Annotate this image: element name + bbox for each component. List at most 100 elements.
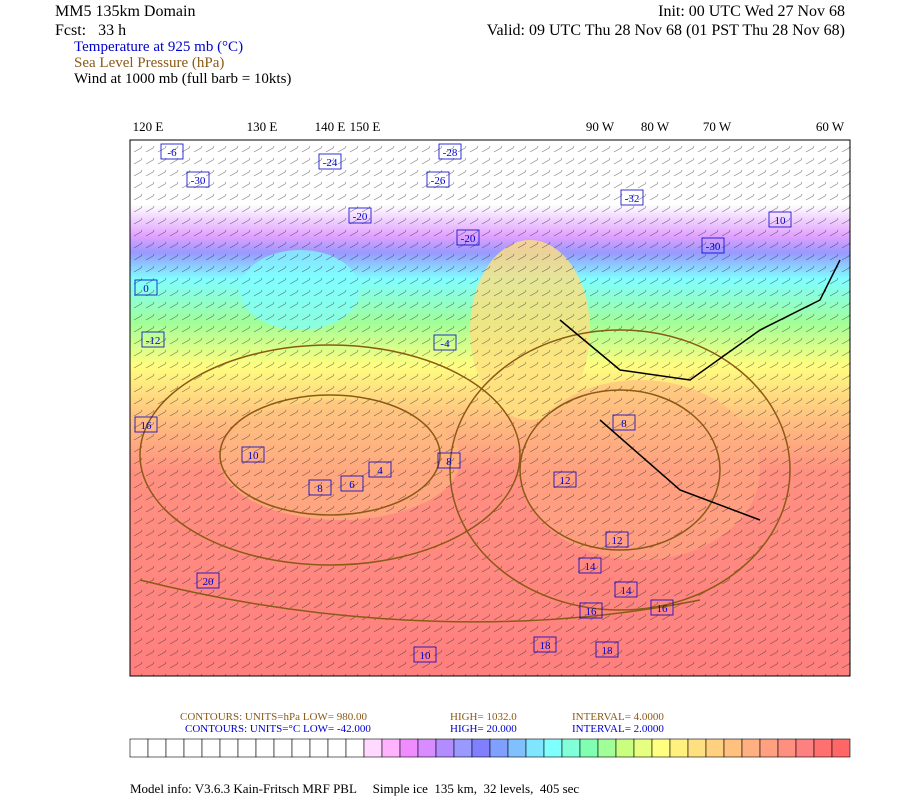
colorbar-cell: [327, 738, 347, 758]
contour-label-box: [160, 143, 184, 160]
colorbar-cell: [201, 738, 221, 758]
contour-interval: INTERVAL= 4.0000: [572, 711, 664, 723]
colorbar-cell: [723, 738, 743, 758]
colorbar-cell: [831, 738, 851, 758]
field-pressure: Sea Level Pressure (hPa): [74, 55, 224, 71]
contour-label: 6: [349, 479, 355, 491]
contour-label: 16: [586, 606, 598, 618]
contour-label: 20: [203, 576, 215, 588]
contour-label-box: [433, 334, 457, 351]
wind-barbs: [130, 140, 850, 676]
contour-label: -30: [191, 175, 206, 187]
contour-label-box: [614, 581, 638, 598]
contour-label-box: [368, 461, 392, 478]
colorbar-cell: [219, 738, 239, 758]
contour-label: -26: [431, 175, 446, 187]
forecast: Fcst: 33 h: [55, 22, 126, 39]
colorbar-cell: [525, 738, 545, 758]
longitude-label: 150 E: [350, 119, 381, 134]
colorbar-cell: [291, 738, 311, 758]
contour-label: 8: [317, 483, 323, 495]
contour-label: 8: [621, 418, 627, 430]
contour-label-box: [134, 279, 158, 296]
contour-label: 18: [602, 645, 614, 657]
contour-label-box: [650, 599, 674, 616]
contour-label-box: [134, 416, 158, 433]
colorbar-cell: [309, 738, 329, 758]
contour-label-box: [196, 572, 220, 589]
contour-high: HIGH= 20.000: [450, 723, 517, 735]
colorbar-cell: [561, 738, 581, 758]
colorbar-cell: [813, 738, 833, 758]
valid-time: Valid: 09 UTC Thu 28 Nov 68 (01 PST Thu …: [487, 22, 845, 39]
colorbar-cell: [345, 738, 365, 758]
colorbar-cell: [399, 738, 419, 758]
colorbar-cell: [777, 738, 797, 758]
colorbar-cell: [417, 738, 437, 758]
longitude-label: 130 E: [247, 119, 278, 134]
colorbar-cell: [633, 738, 653, 758]
contour-label: 14: [585, 561, 597, 573]
contour-label-box: [456, 229, 480, 246]
colorbar-cell: [687, 738, 707, 758]
contour-label-box: [426, 171, 450, 188]
contour-label: -20: [461, 233, 476, 245]
contour-label-box: [620, 189, 644, 206]
contour-label-box: [186, 171, 210, 188]
contour-label: -28: [443, 147, 458, 159]
field-temperature: Temperature at 925 mb (°C): [74, 39, 243, 55]
contour-label: 14: [621, 585, 633, 597]
longitude-label: 140 E: [315, 119, 346, 134]
colorbar-cell: [471, 738, 491, 758]
contour-label: -32: [625, 193, 640, 205]
contour-label: 8: [446, 456, 452, 468]
contour-label-box: [578, 557, 602, 574]
contour-label-box: [612, 414, 636, 431]
colorbar-cell: [741, 738, 761, 758]
colorbar-cell: [795, 738, 815, 758]
contour-label: -24: [323, 157, 338, 169]
longitude-label: 80 W: [641, 119, 670, 134]
colorbar-cell: [705, 738, 725, 758]
contour-label-box: [438, 143, 462, 160]
contour-units: CONTOURS: UNITS=°C LOW= -42.000: [185, 723, 371, 735]
contour-label: 16: [657, 603, 669, 615]
contour-label: 12: [612, 535, 623, 547]
colorbar-cell: [129, 738, 149, 758]
contour-label-box: [533, 636, 557, 653]
contour-label-box: [308, 479, 332, 496]
contour-label: -6: [167, 147, 177, 159]
contour-label-box: [701, 237, 725, 254]
contour-interval: INTERVAL= 2.0000: [572, 723, 664, 735]
contour-label: 4: [377, 465, 383, 477]
contour-label-box: [437, 452, 461, 469]
contour-label: -20: [353, 211, 368, 223]
colorbar-cell: [165, 738, 185, 758]
contour-label: 10: [420, 650, 432, 662]
init-time: Init: 00 UTC Wed 27 Nov 68: [658, 3, 845, 20]
field-wind: Wind at 1000 mb (full barb = 10kts): [74, 71, 291, 87]
contour-units: CONTOURS: UNITS=hPa LOW= 980.00: [180, 711, 367, 723]
contour-label: -4: [440, 338, 450, 350]
colorbar-cell: [363, 738, 383, 758]
colorbar-cell: [435, 738, 455, 758]
contour-label-box: [605, 531, 629, 548]
contour-label-box: [579, 602, 603, 619]
colorbar-cell: [255, 738, 275, 758]
contour-label: 10: [775, 215, 787, 227]
colorbar-cell: [147, 738, 167, 758]
contour-label: -12: [146, 335, 161, 347]
contour-label-box: [241, 446, 265, 463]
contour-label-box: [318, 153, 342, 170]
longitude-label: 90 W: [586, 119, 615, 134]
longitude-label: 70 W: [703, 119, 732, 134]
contour-label: 18: [540, 640, 552, 652]
colorbar-cell: [615, 738, 635, 758]
contour-label-box: [553, 471, 577, 488]
contour-label-box: [141, 331, 165, 348]
colorbar-cell: [651, 738, 671, 758]
coastline: [559, 259, 841, 521]
longitude-label: 60 W: [816, 119, 845, 134]
domain: MM5 135km Domain: [55, 3, 195, 20]
